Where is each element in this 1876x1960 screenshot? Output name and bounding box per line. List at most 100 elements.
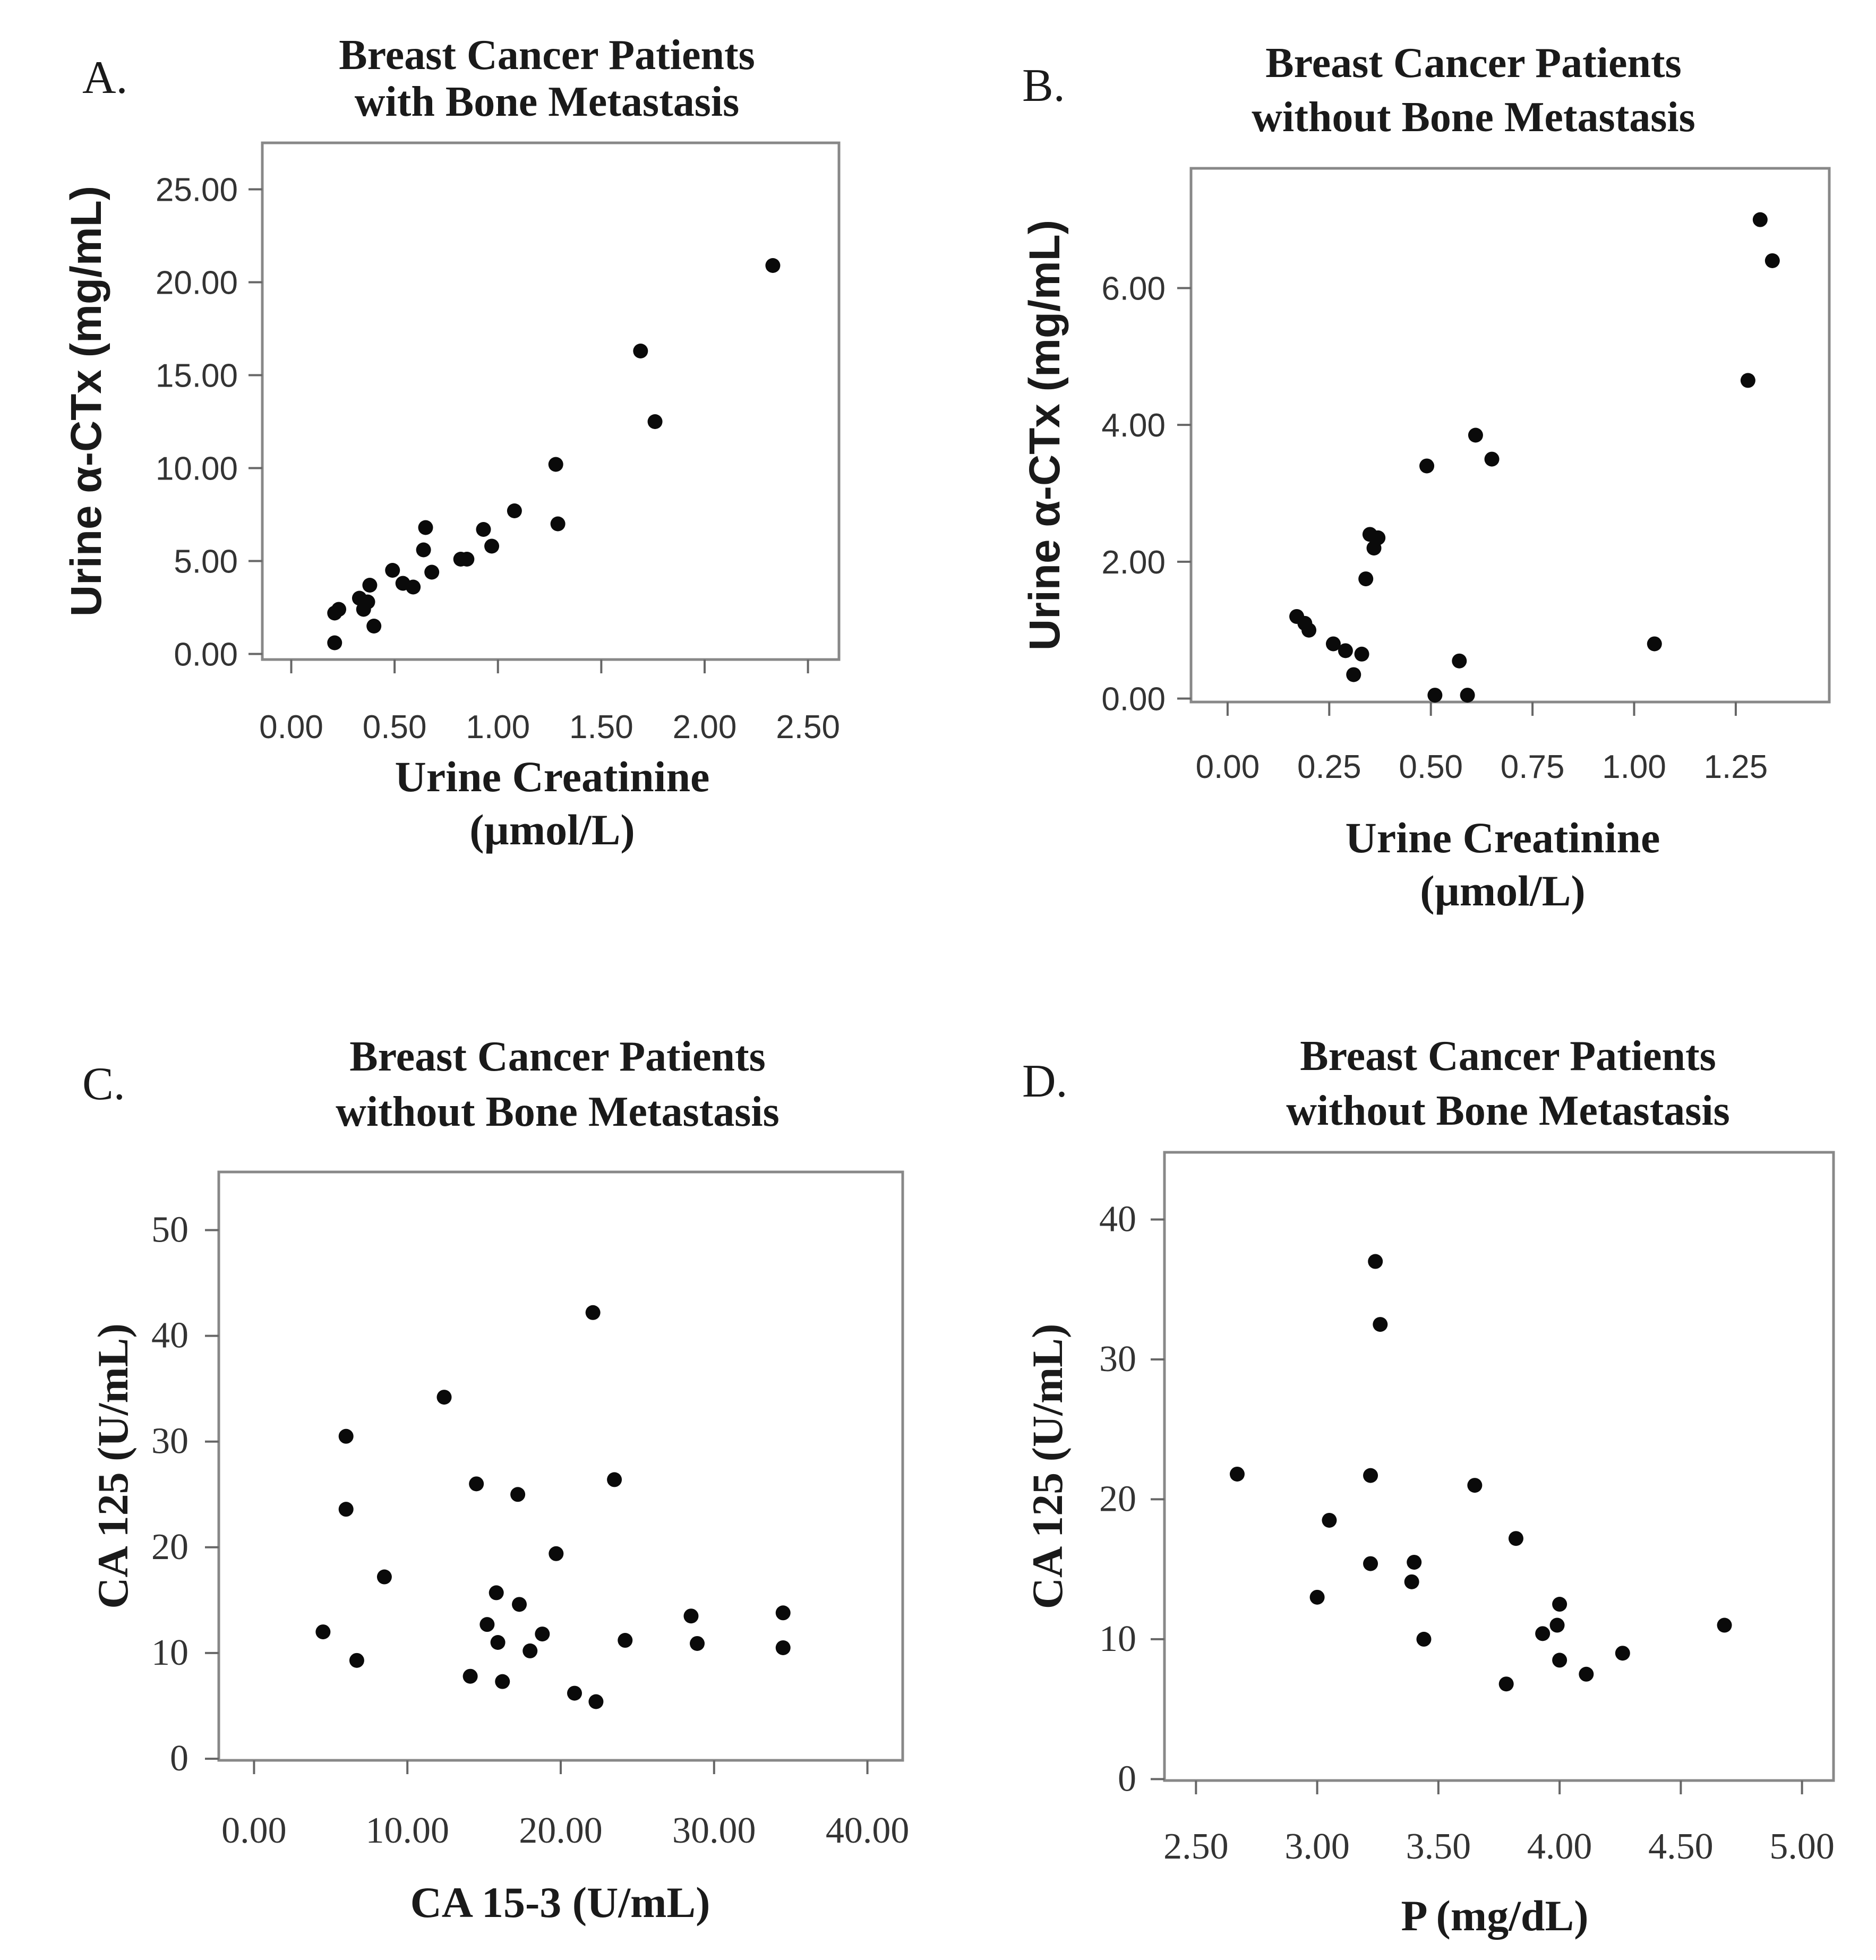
y-tick-label: 20.00 [156,265,238,302]
panel-letter: B. [1022,60,1065,112]
x-tick-label: 10.00 [365,1810,449,1851]
y-tick-label: 30 [151,1421,189,1462]
data-point [436,1390,452,1405]
plot-area-frame [261,141,841,661]
data-point [550,516,566,532]
y-axis-label: Urine α-CTx (mg/mL) [62,186,110,617]
data-point [1764,253,1780,268]
y-tick-label: 4.00 [1101,407,1166,444]
data-point [1498,1676,1514,1692]
data-point [1647,636,1662,652]
data-point [416,542,431,558]
x-axis-label: (µmol/L) [1420,867,1585,915]
data-point [338,1502,354,1517]
data-point [385,563,400,578]
data-point [489,1585,504,1600]
y-tick-label: 6.00 [1101,270,1166,307]
data-point [1468,427,1483,443]
data-point [1368,1254,1383,1269]
x-tick-label: 0.50 [363,709,427,746]
data-point [479,1617,495,1632]
data-point [618,1633,633,1648]
data-point [315,1624,331,1640]
data-point [376,1569,392,1585]
data-point [1354,646,1369,662]
data-point [633,344,648,358]
data-point [585,1305,601,1320]
y-tick-label: 10.00 [156,451,238,487]
chart-title: Breast Cancer Patients [339,32,755,79]
y-tick-label: 25.00 [156,172,238,209]
data-point [690,1636,705,1651]
data-point [1404,1574,1419,1589]
data-point [490,1635,506,1650]
data-point [1358,571,1374,587]
chart-title: Breast Cancer Patients [1265,40,1682,87]
panel-letter: C. [82,1058,125,1110]
x-tick-label: 3.00 [1284,1826,1350,1867]
y-tick-label: 2.00 [1101,544,1166,581]
data-point [1419,458,1435,474]
data-point [1325,636,1341,652]
data-point [647,414,663,429]
y-tick-label: 40 [1099,1199,1136,1239]
x-axis-label: Urine Creatinine [1346,814,1660,862]
data-point [683,1608,699,1624]
data-point [775,1605,791,1621]
chart-title: without Bone Metastasis [1252,94,1695,141]
y-tick-label: 20 [1099,1478,1136,1519]
data-point [1363,1556,1378,1571]
x-tick-label: 2.50 [776,709,840,746]
x-tick-label: 0.25 [1297,749,1361,785]
y-tick-label: 30 [1099,1339,1136,1380]
x-tick-label: 40.00 [826,1810,910,1851]
data-point [1508,1531,1523,1546]
y-tick-label: 0 [1118,1758,1136,1799]
data-point [1363,1468,1378,1483]
data-point [338,1428,354,1444]
y-tick-label: 0 [170,1738,189,1779]
x-tick-label: 30.00 [672,1810,756,1851]
chart-title: with Bone Metastasis [355,79,739,125]
data-point [567,1685,582,1701]
x-tick-label: 1.00 [466,709,530,746]
panel-b-chart: B. Breast Cancer Patients without Bone Met… [1021,40,1831,915]
y-tick-label: 20 [151,1527,189,1568]
x-tick-label: 2.50 [1163,1826,1229,1867]
plot-area-frame [1189,167,1831,704]
data-point [775,1640,791,1655]
data-point [535,1627,550,1642]
panel-letter: A. [82,52,128,104]
data-point [418,520,433,535]
data-point [469,1476,484,1492]
data-point [1407,1554,1422,1570]
data-point [512,1597,527,1612]
data-point [406,579,421,595]
x-tick-label: 2.00 [673,709,737,746]
data-point [1535,1626,1551,1641]
y-tick-label: 0.00 [174,637,238,673]
chart-title: without Bone Metastasis [336,1089,779,1135]
y-tick-label: 10 [151,1632,189,1673]
x-tick-label: 0.75 [1501,749,1565,785]
data-point [462,1668,478,1684]
data-point [1552,1653,1567,1668]
data-point [1229,1466,1245,1482]
data-point [476,522,491,537]
y-tick-label: 10 [1099,1619,1136,1659]
data-point [1338,643,1353,658]
x-axis-label: (µmol/L) [469,806,635,854]
data-point [495,1674,510,1689]
data-point [507,503,522,518]
x-axis-label: Urine Creatinine [395,752,710,801]
data-point [1416,1631,1432,1647]
data-point [1346,667,1361,682]
data-point [1552,1597,1567,1612]
data-point [549,1546,564,1561]
x-tick-label: 4.00 [1527,1826,1592,1867]
panel-letter: D. [1022,1056,1068,1107]
data-point [522,1643,538,1658]
chart-title: Breast Cancer Patients [349,1033,766,1080]
data-point [331,602,347,617]
